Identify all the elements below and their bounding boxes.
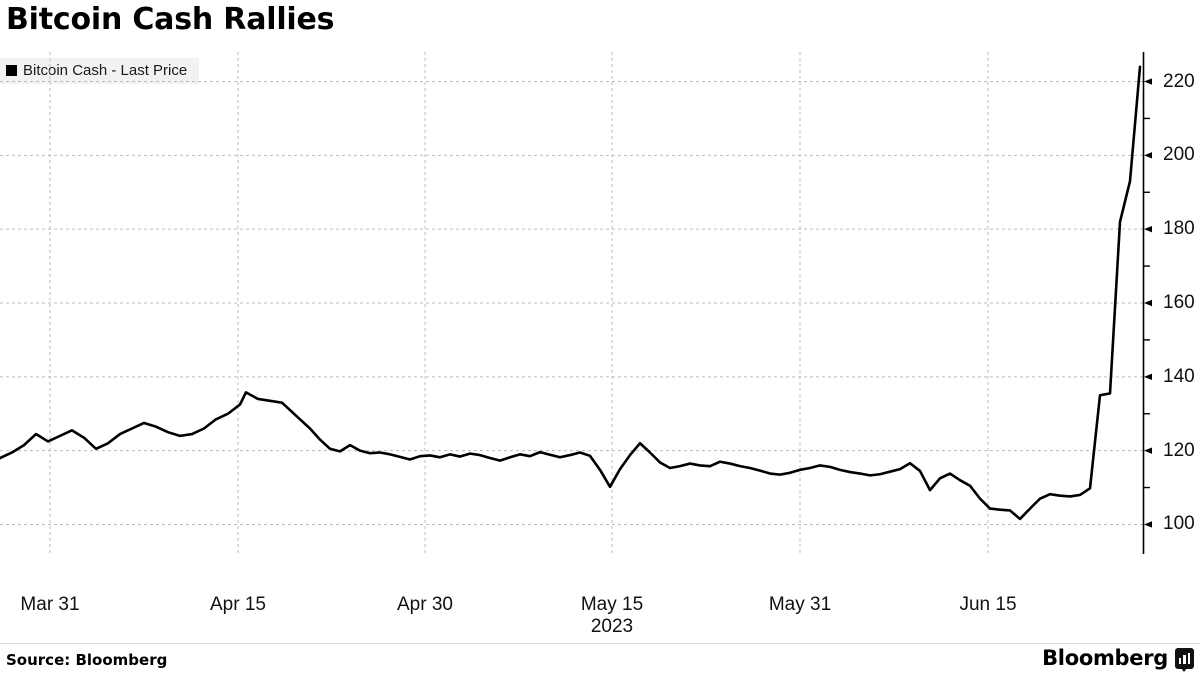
y-axis-tick-label: 200: [1163, 144, 1195, 166]
bloomberg-logo-icon: [1175, 648, 1194, 672]
horizontal-gridlines: [0, 81, 1143, 525]
y-axis-tick-label: 120: [1163, 439, 1195, 461]
x-axis-tick-label: Apr 15: [210, 594, 266, 615]
y-axis-tick-label: 180: [1163, 218, 1195, 240]
legend-marker-icon: [6, 65, 17, 76]
x-axis-year-label: 2023: [590, 616, 634, 637]
x-axis-tick-label: Mar 31: [20, 594, 80, 615]
y-axis-tick-label: 220: [1163, 70, 1195, 92]
price-line: [0, 65, 1142, 521]
footer-divider: [0, 643, 1200, 644]
y-axis-tick-label: 160: [1163, 292, 1195, 313]
x-axis-tick-label: Apr 30: [397, 594, 453, 615]
x-axis-labels: Mar 31 Apr 15 Apr 30 May 15 May 31 Jun 15 2023: [0, 594, 1143, 637]
source-note: Source: Bloomberg: [6, 651, 168, 669]
series-canvas: [0, 52, 1143, 554]
chart-legend: Bitcoin Cash - Last Price: [0, 58, 200, 84]
y-axis-spine: [1142, 52, 1152, 554]
page-title: Bitcoin Cash Rallies: [6, 2, 335, 37]
y-axis-ticks: [1144, 78, 1152, 528]
legend-label: Bitcoin Cash - Last Price: [23, 62, 188, 79]
bloomberg-branding: Bloomberg: [1042, 646, 1194, 672]
x-axis-tick-label: May 31: [768, 594, 832, 615]
plot-area: [0, 52, 1143, 554]
x-axis-tick-label: Jun 15: [959, 594, 1017, 615]
y-axis-tick-label: 140: [1163, 365, 1195, 387]
y-axis-tick-label: 100: [1163, 513, 1195, 535]
x-axis-tick-label: May 15: [580, 594, 644, 615]
bloomberg-wordmark: Bloomberg: [1042, 646, 1168, 670]
y-axis: 100 120 140 160 180 200 220: [1142, 52, 1200, 554]
